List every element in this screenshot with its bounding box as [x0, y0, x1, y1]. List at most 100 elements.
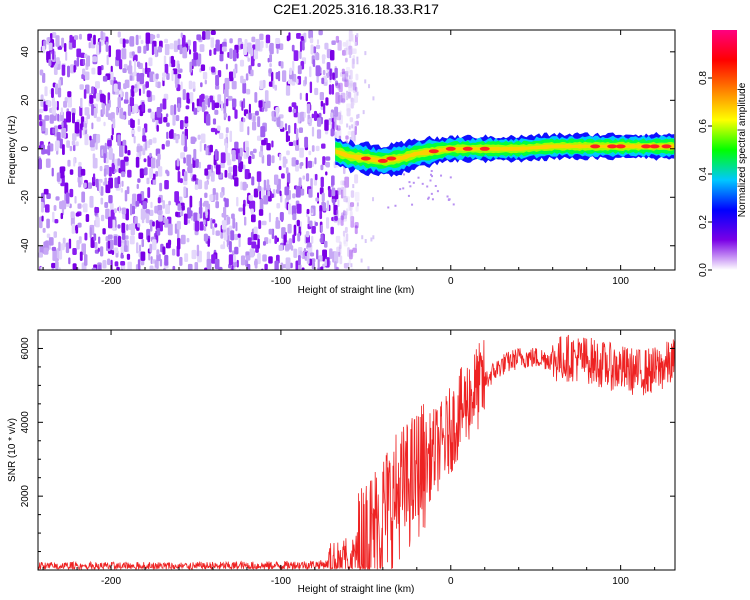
spectrogram-noise-cell: [204, 79, 207, 85]
spectrogram-noise-cell: [211, 254, 216, 264]
spectrogram-noise-cell: [301, 267, 305, 270]
spectrogram-noise-cell: [71, 140, 76, 146]
spectrogram-noise-cell: [417, 176, 420, 179]
spectrogram-noise-cell: [120, 242, 124, 254]
spectrogram-noise-cell: [262, 241, 266, 246]
spectrogram-noise-cell: [67, 65, 70, 78]
spectrogram-noise-cell: [240, 161, 244, 170]
spectrogram-noise-cell: [337, 95, 341, 105]
spectrogram-noise-cell: [174, 191, 179, 203]
spectrogram-noise-cell: [130, 223, 136, 236]
spectrogram-noise-cell: [311, 126, 315, 137]
spectrogram-noise-cell: [342, 210, 348, 220]
spectrogram-noise-cell: [176, 237, 181, 250]
spectrogram-noise-cell: [355, 206, 359, 212]
spectrogram-noise-cell: [257, 253, 261, 265]
spectrogram-noise-cell: [183, 186, 187, 198]
spectrogram-noise-cell: [82, 126, 85, 136]
spectrogram-noise-cell: [196, 34, 202, 41]
spectrogram-noise-cell: [354, 174, 359, 184]
spectrogram-noise-cell: [258, 151, 264, 158]
spectrogram-noise-cell: [145, 81, 149, 88]
spectrogram-noise-cell: [68, 238, 72, 249]
spectrogram-noise-cell: [340, 186, 344, 191]
spectrogram-noise-cell: [78, 180, 82, 188]
spectrogram-noise-cell: [336, 84, 341, 90]
spectrogram-noise-cell: [351, 124, 354, 129]
spectrogram-noise-cell: [259, 80, 264, 90]
spectrogram-noise-cell: [200, 64, 206, 71]
spectrogram-noise-cell: [199, 221, 204, 231]
spectrogram-noise-cell: [281, 70, 287, 82]
spectrogram-noise-cell: [316, 249, 319, 260]
spectrogram-noise-cell: [194, 158, 199, 168]
spectrogram-noise-cell: [127, 104, 131, 117]
spectrogram-noise-cell: [227, 52, 230, 58]
spectrogram-noise-cell: [177, 103, 181, 112]
spectrogram-noise-cell: [408, 181, 411, 184]
spectrogram-noise-cell: [200, 93, 205, 100]
spectrogram-noise-cell: [77, 203, 82, 209]
spectrogram-noise-cell: [242, 78, 246, 84]
spectrogram-noise-cell: [106, 54, 109, 66]
spectrogram-noise-cell: [307, 160, 313, 169]
spectrogram-noise-cell: [245, 73, 249, 81]
spectrogram-noise-cell: [276, 203, 281, 209]
spectrogram-noise-cell: [289, 262, 293, 269]
spectrogram-noise-cell: [143, 45, 147, 54]
spectrogram-noise-cell: [347, 82, 353, 89]
spectrogram-noise-cell: [250, 208, 254, 215]
spectrogram-noise-cell: [350, 97, 354, 103]
spectrogram-noise-cell: [372, 235, 375, 240]
spectrogram-noise-cell: [345, 57, 348, 63]
spectrogram-noise-cell: [324, 42, 329, 50]
spectrogram-noise-cell: [44, 86, 48, 97]
spectrogram-noise-cell: [140, 39, 144, 45]
spectrogram-noise-cell: [220, 100, 223, 111]
spectrogram-noise-cell: [133, 71, 138, 77]
spectrogram-noise-cell: [186, 92, 190, 104]
spectrogram-noise-cell: [102, 103, 105, 115]
spectrogram-noise-cell: [335, 80, 339, 86]
spectrogram-noise-cell: [57, 87, 62, 98]
spectrogram-noise-cell: [212, 118, 217, 125]
spectrogram-peak: [479, 146, 490, 151]
spectrogram-noise-cell: [108, 194, 113, 204]
spectrogram-noise-cell: [67, 159, 71, 167]
spectrogram-noise-cell: [69, 188, 74, 198]
spectrogram-noise-cell: [142, 87, 145, 94]
spectrogram-noise-cell: [43, 188, 49, 195]
spectrogram-noise-cell: [51, 97, 56, 107]
spectrogram-noise-cell: [214, 223, 218, 228]
spectrogram-noise-cell: [169, 43, 174, 50]
spectrogram-noise-cell: [138, 88, 142, 96]
spectrogram-noise-cell: [96, 134, 99, 144]
spectrogram-noise-cell: [345, 233, 349, 242]
spectrogram-noise-cell: [348, 79, 353, 92]
spectrogram-noise-cell: [331, 175, 335, 186]
spectrogram-noise-cell: [121, 207, 127, 215]
spectrogram-noise-cell: [271, 71, 274, 82]
spectrogram-noise-cell: [225, 98, 229, 107]
spectrogram-noise-cell: [82, 203, 88, 213]
spectrogram-noise-cell: [223, 91, 227, 104]
spectrogram-noise-cell: [446, 195, 449, 198]
spectrogram-noise-cell: [284, 243, 290, 251]
spectrogram-noise-cell: [331, 198, 336, 203]
spectrogram-signal-trace: [335, 131, 675, 209]
spectrogram-noise-cell: [306, 208, 310, 215]
spectrogram-noise-cell: [211, 66, 216, 73]
spectrogram-noise-cell: [197, 179, 203, 190]
spectrogram-noise-cell: [339, 110, 342, 118]
spectrogram-noise-cell: [353, 121, 357, 131]
spectrogram-noise-cell: [51, 87, 54, 99]
spectrogram-noise-cell: [85, 213, 90, 222]
spectrogram-noise-cell: [231, 265, 234, 270]
spectrogram-noise-cell: [212, 187, 216, 195]
spectrogram-noise-cell: [350, 97, 354, 109]
spectrogram-noise-cell: [193, 212, 198, 222]
spectrogram-noise-cell: [257, 116, 261, 128]
spectrogram-noise-cell: [279, 190, 282, 197]
spectrogram-noise-cell: [213, 48, 217, 55]
spectrogram-noise-cell: [163, 93, 169, 101]
